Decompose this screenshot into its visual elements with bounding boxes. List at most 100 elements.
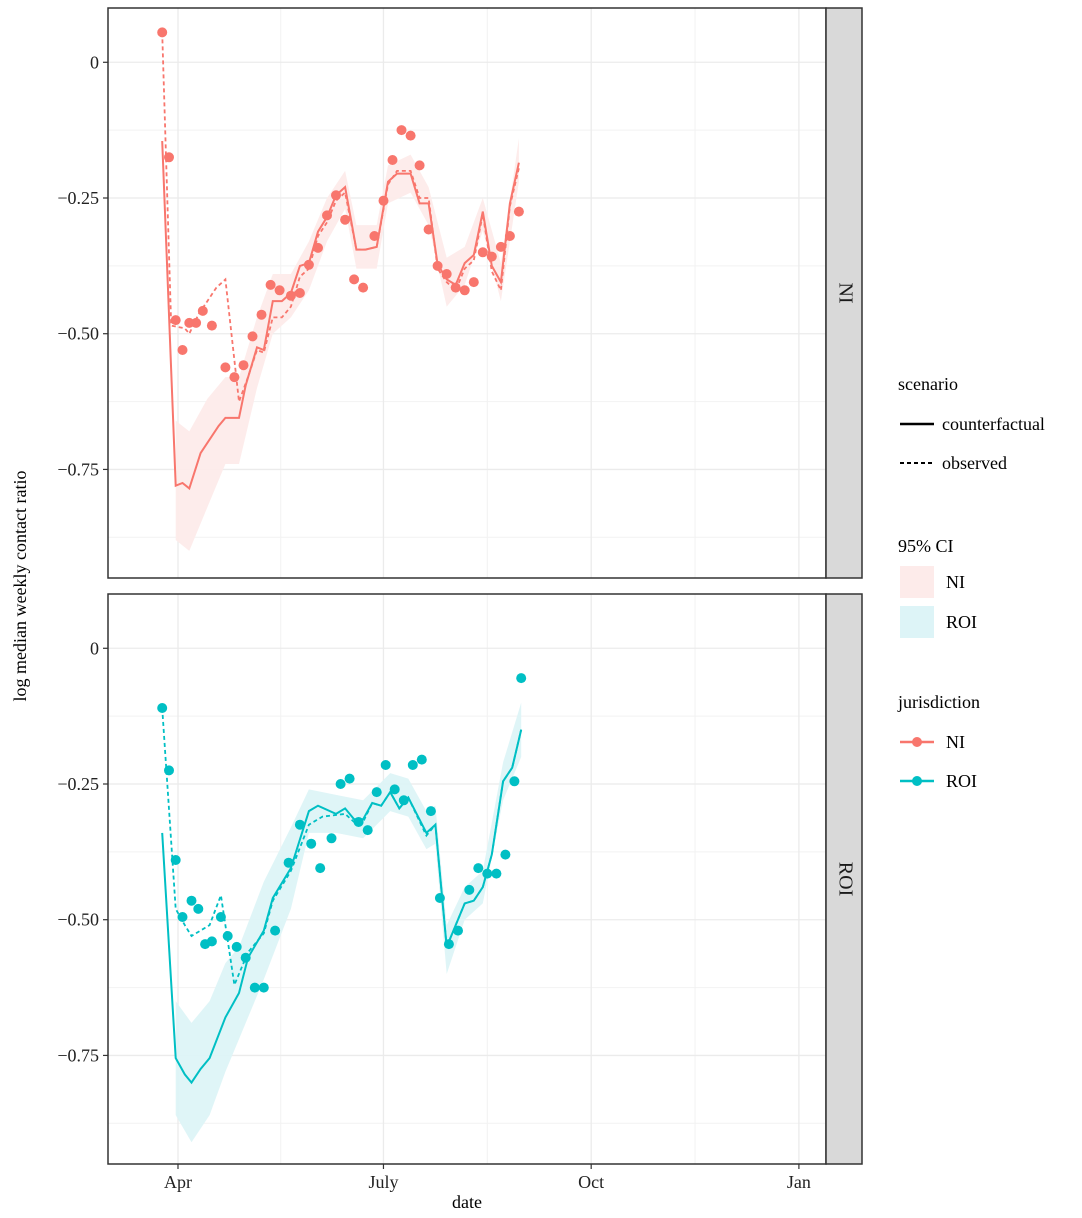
data-point-roi — [443, 939, 454, 950]
y-tick-label: −0.50 — [57, 910, 99, 930]
data-point-ni — [274, 285, 285, 296]
data-point-roi — [270, 925, 281, 936]
panel-roi: 0 −0.25 −0.50 −0.75 — [57, 593, 827, 1165]
legend-ni-point-key — [912, 737, 922, 747]
data-point-roi — [164, 765, 174, 776]
data-point-roi — [283, 857, 294, 868]
data-point-ni — [513, 206, 524, 217]
data-point-roi — [231, 941, 242, 952]
data-point-ni — [414, 160, 425, 171]
data-point-ni — [340, 214, 351, 225]
y-tick-label: 0 — [90, 638, 99, 658]
data-point-roi — [425, 806, 436, 817]
legend-scenario-solid: counterfactual — [900, 414, 1045, 434]
data-point-roi — [157, 703, 168, 713]
data-point-ni — [294, 288, 305, 298]
legend-ci-ni-swatch — [900, 566, 934, 598]
data-point-roi — [516, 673, 527, 684]
data-point-ni — [285, 290, 296, 301]
data-point-ni — [450, 282, 461, 293]
data-point-roi — [464, 884, 475, 895]
legend-scenario-title: scenario — [898, 374, 958, 394]
data-point-roi — [170, 855, 181, 865]
y-tick-label: 0 — [90, 52, 99, 72]
data-point-ni — [459, 285, 470, 296]
data-point-roi — [482, 868, 493, 879]
plot-area-roi — [108, 594, 826, 1164]
legend-observed-label: observed — [942, 453, 1007, 473]
data-point-roi — [362, 825, 373, 836]
data-point-roi — [306, 838, 317, 849]
x-axis: Apr July Oct Jan — [164, 1164, 811, 1192]
data-point-roi — [294, 819, 305, 830]
data-point-roi — [416, 754, 427, 765]
data-point-ni — [313, 242, 323, 253]
data-point-roi — [407, 760, 418, 770]
data-point-roi — [222, 931, 233, 941]
data-point-ni — [265, 279, 276, 290]
data-point-ni — [441, 269, 452, 279]
data-point-ni — [369, 231, 380, 241]
legend-ci-roi-label: ROI — [946, 612, 977, 632]
data-point-ni — [322, 210, 332, 221]
counterfactual-line-roi — [161, 729, 523, 1085]
data-point-roi — [398, 795, 409, 806]
data-point-roi — [509, 776, 520, 787]
data-point-roi — [434, 893, 445, 903]
x-tick-label: Apr — [164, 1172, 192, 1192]
data-point-ni — [504, 231, 515, 241]
legend-ci-title: 95% CI — [898, 536, 954, 556]
data-point-roi — [177, 912, 188, 922]
data-point-roi — [500, 849, 511, 860]
y-tick-label: −0.75 — [57, 459, 99, 479]
y-tick-label: −0.50 — [57, 324, 99, 344]
legend-ci-roi-swatch — [900, 606, 934, 638]
data-point-roi — [215, 912, 226, 922]
strip-label-ni: NI — [834, 282, 856, 303]
data-point-roi — [473, 863, 484, 874]
legend-scenario-dashed: observed — [900, 453, 1007, 473]
data-point-roi — [206, 936, 217, 947]
y-tick-label: −0.25 — [57, 774, 99, 794]
data-point-ni — [358, 282, 369, 293]
data-point-ni — [378, 195, 389, 206]
strip-label-roi: ROI — [834, 862, 856, 896]
data-point-ni — [477, 247, 488, 258]
data-point-ni — [191, 317, 202, 328]
ci-ribbon-ni — [175, 138, 519, 551]
legend-counterfactual-label: counterfactual — [942, 414, 1045, 434]
counterfactual-line-ni — [161, 140, 520, 491]
data-point-roi — [326, 833, 337, 844]
data-point-ni — [423, 224, 434, 235]
data-point-ni — [468, 277, 479, 288]
data-point-roi — [389, 784, 400, 795]
legend-jurisdiction-ni: NI — [900, 732, 965, 752]
strip-roi: ROI — [825, 593, 863, 1165]
data-point-roi — [453, 925, 463, 936]
data-point-roi — [335, 779, 346, 789]
x-tick-label: Jan — [787, 1172, 811, 1192]
data-point-roi — [240, 952, 251, 963]
data-point-ni — [405, 130, 416, 141]
data-point-ni — [197, 305, 208, 316]
legend-ci-ni-label: NI — [946, 572, 965, 592]
data-point-ni — [486, 251, 497, 262]
data-point-roi — [315, 863, 326, 874]
x-tick-label: Oct — [578, 1172, 604, 1192]
legend-jurisdiction-roi-label: ROI — [946, 771, 977, 791]
data-point-ni — [349, 274, 360, 285]
data-point-roi — [491, 868, 502, 879]
data-point-ni — [303, 259, 314, 270]
data-point-roi — [344, 773, 355, 784]
data-point-ni — [206, 320, 217, 331]
data-point-ni — [387, 155, 398, 165]
data-point-ni — [396, 125, 407, 136]
data-point-ni — [177, 345, 188, 355]
data-point-roi — [249, 982, 260, 993]
y-tick-label: −0.75 — [57, 1045, 99, 1065]
data-point-roi — [371, 787, 382, 798]
data-point-roi — [186, 895, 197, 906]
data-point-ni — [432, 260, 443, 271]
y-tick-label: −0.25 — [57, 188, 99, 208]
data-point-ni — [495, 241, 506, 252]
